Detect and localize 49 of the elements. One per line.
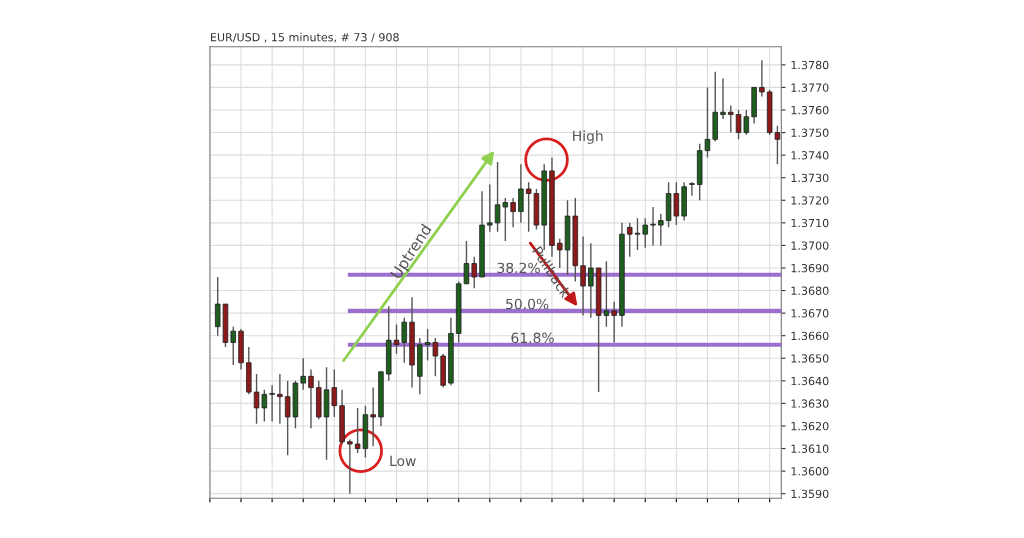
candlestick xyxy=(759,59,765,98)
candlestick xyxy=(588,242,594,319)
y-tick-label: 1.3770 xyxy=(791,83,829,92)
annotation: 61.8% xyxy=(511,332,554,344)
y-tick-label: 1.3700 xyxy=(791,241,829,250)
candlestick xyxy=(634,217,641,251)
annotation: High xyxy=(573,130,603,144)
candlestick xyxy=(230,325,236,366)
candlestick xyxy=(720,77,726,120)
y-tick-label: 1.3650 xyxy=(791,354,829,363)
candlestick xyxy=(277,373,283,425)
candlestick xyxy=(728,104,734,134)
chart-title: EUR/USD , 15 minutes, # 73 / 908 xyxy=(211,32,399,43)
candlestick xyxy=(626,222,633,258)
y-tick-label: 1.3610 xyxy=(791,444,829,453)
candlestick xyxy=(487,183,493,233)
y-tick-label: 1.3720 xyxy=(791,196,829,205)
y-tick-label: 1.3710 xyxy=(791,218,829,228)
y-tick-label: 1.3690 xyxy=(791,263,829,273)
candlestick xyxy=(347,438,353,495)
y-tick-label: 1.3630 xyxy=(791,399,829,408)
candlestick xyxy=(642,217,649,249)
y-tick-label: 1.3640 xyxy=(791,376,829,386)
candlestick xyxy=(401,316,408,364)
y-tick-label: 1.3620 xyxy=(791,421,829,431)
candlestick xyxy=(658,213,664,247)
y-tick-label: 1.3660 xyxy=(791,331,829,341)
y-tick-label: 1.3780 xyxy=(791,60,829,70)
candlestick xyxy=(308,368,314,429)
candlestick xyxy=(689,181,695,197)
candlestick xyxy=(370,386,376,447)
y-tick-label: 1.3740 xyxy=(791,151,829,160)
y-tick-label: 1.3730 xyxy=(791,173,829,183)
annotation: Low xyxy=(390,455,416,467)
y-tick-label: 1.3670 xyxy=(791,309,829,318)
candlestick xyxy=(471,256,477,289)
y-tick-label: 1.3760 xyxy=(791,105,829,115)
y-tick-label: 1.3590 xyxy=(791,489,829,499)
candlestick xyxy=(611,301,617,344)
candlestick xyxy=(300,357,306,391)
annotation: 50.0% xyxy=(506,298,549,310)
y-tick-label: 1.3680 xyxy=(791,286,829,295)
candlestick xyxy=(580,235,586,317)
candlestick xyxy=(510,197,516,229)
candlestick xyxy=(518,163,524,224)
y-tick-label: 1.3600 xyxy=(791,467,829,476)
candlestick xyxy=(650,206,656,247)
y-tick-label: 1.3750 xyxy=(791,128,829,137)
candlestick xyxy=(269,384,275,423)
